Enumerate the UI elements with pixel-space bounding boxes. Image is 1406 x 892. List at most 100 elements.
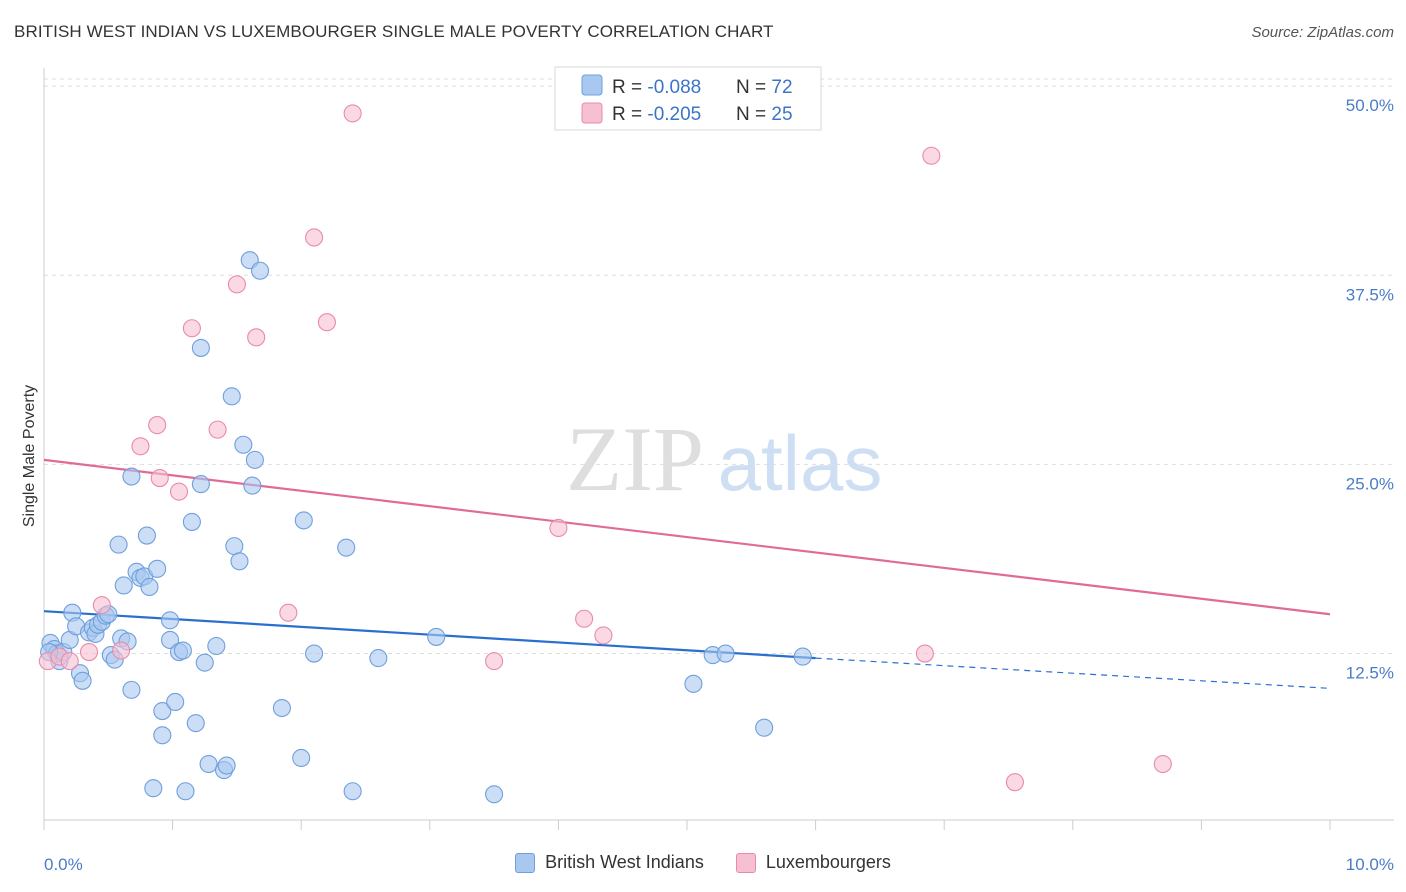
point-luxembourgers-9 xyxy=(169,482,189,501)
point-british-west-indians-45 xyxy=(207,636,226,656)
watermark-atlas: atlas xyxy=(718,419,883,507)
legend-n-label-2: N = xyxy=(736,104,771,125)
point-british-west-indians-35 xyxy=(160,611,180,630)
y-tick-label-0: 12.5% xyxy=(1346,664,1394,683)
point-british-west-indians-34 xyxy=(160,630,180,649)
point-british-west-indians-61 xyxy=(343,782,362,801)
point-british-west-indians-39 xyxy=(176,782,195,801)
point-british-west-indians-54 xyxy=(245,450,264,469)
point-luxembourgers-13 xyxy=(247,328,266,347)
x-tick-label-max: 10.0% xyxy=(1346,855,1394,874)
y-tick-label-3: 50.0% xyxy=(1346,96,1394,115)
point-british-west-indians-58 xyxy=(294,511,313,530)
legend-swatch-pink xyxy=(581,102,603,124)
legend-swatch-british-west-indians xyxy=(515,852,536,873)
point-british-west-indians-64 xyxy=(485,785,504,804)
point-british-west-indians-48 xyxy=(222,387,241,406)
point-british-west-indians-60 xyxy=(337,538,356,557)
point-british-west-indians-57 xyxy=(292,748,311,768)
legend-label-british-west-indians: British West Indians xyxy=(545,852,704,872)
point-luxembourgers-21 xyxy=(594,626,613,645)
point-luxembourgers-17 xyxy=(343,104,362,123)
point-british-west-indians-49 xyxy=(225,537,244,556)
point-british-west-indians-67 xyxy=(716,644,735,663)
point-luxembourgers-18 xyxy=(485,652,504,671)
point-luxembourgers-23 xyxy=(922,146,941,165)
point-luxembourgers-14 xyxy=(279,603,298,622)
point-british-west-indians-21 xyxy=(114,576,133,595)
y-axis-label: Single Male Poverty xyxy=(21,385,38,527)
axes xyxy=(43,68,1394,830)
point-luxembourgers-5 xyxy=(112,641,131,660)
point-british-west-indians-51 xyxy=(234,435,253,454)
svg-text:N = 72: N = 72 xyxy=(736,77,793,98)
point-luxembourgers-11 xyxy=(208,420,227,439)
legend-n-value-2: 25 xyxy=(771,104,792,125)
point-british-west-indians-50 xyxy=(230,552,249,571)
point-luxembourgers-2 xyxy=(60,652,79,671)
svg-text:N = 25: N = 25 xyxy=(736,104,793,125)
legend-r-label-1: R = xyxy=(612,77,647,98)
point-british-west-indians-30 xyxy=(144,779,163,798)
point-british-west-indians-29 xyxy=(140,577,159,597)
point-british-west-indians-42 xyxy=(191,475,210,494)
point-british-west-indians-28 xyxy=(137,526,156,545)
point-british-west-indians-40 xyxy=(182,512,201,531)
legend-item-luxembourgers: Luxembourgers xyxy=(735,852,891,873)
point-british-west-indians-23 xyxy=(122,680,141,699)
point-british-west-indians-59 xyxy=(305,644,324,663)
trend-line-british-west-indians-extension xyxy=(815,657,1331,689)
point-british-west-indians-71 xyxy=(191,338,210,357)
point-luxembourgers-7 xyxy=(148,416,167,435)
point-british-west-indians-47 xyxy=(217,756,236,775)
point-british-west-indians-9 xyxy=(73,671,92,690)
legend-n-value-1: 72 xyxy=(771,77,792,98)
gridlines xyxy=(44,78,1394,655)
point-british-west-indians-56 xyxy=(272,698,291,718)
point-luxembourgers-20 xyxy=(575,609,594,628)
svg-text:R = -0.205: R = -0.205 xyxy=(612,104,701,125)
y-tick-labels: 12.5% 25.0% 37.5% 50.0% xyxy=(1346,96,1394,682)
legend-label-luxembourgers: Luxembourgers xyxy=(765,852,891,872)
point-luxembourgers-3 xyxy=(79,642,99,662)
point-luxembourgers-12 xyxy=(227,275,246,294)
svg-text:R = -0.088: R = -0.088 xyxy=(612,77,701,98)
correlation-legend: R = -0.088 N = 72 R = -0.205 N = 25 xyxy=(554,66,822,131)
legend-r-label-2: R = xyxy=(612,104,647,125)
source-label: Source: ZipAtlas.com xyxy=(1251,24,1394,41)
y-tick-label-2: 37.5% xyxy=(1346,285,1394,304)
legend-r-value-1: -0.088 xyxy=(647,77,701,98)
chart-title: BRITISH WEST INDIAN VS LUXEMBOURGER SING… xyxy=(14,22,774,41)
point-luxembourgers-19 xyxy=(549,518,568,538)
legend-swatch-blue xyxy=(581,74,603,96)
watermark-zip: ZIP xyxy=(566,408,704,510)
point-british-west-indians-44 xyxy=(199,754,218,774)
point-british-west-indians-55 xyxy=(250,261,270,280)
series-legend: British West Indians Luxembourgers xyxy=(0,852,1406,873)
point-british-west-indians-41 xyxy=(186,714,205,733)
point-luxembourgers-4 xyxy=(92,596,111,615)
point-british-west-indians-68 xyxy=(755,718,774,737)
point-british-west-indians-65 xyxy=(684,674,703,693)
point-luxembourgers-25 xyxy=(1153,754,1172,774)
point-british-west-indians-31 xyxy=(148,559,167,578)
y-tick-label-1: 25.0% xyxy=(1346,474,1394,493)
legend-item-british-west-indians: British West Indians xyxy=(515,852,704,873)
point-luxembourgers-8 xyxy=(150,468,169,488)
point-luxembourgers-22 xyxy=(915,644,934,663)
point-british-west-indians-43 xyxy=(195,653,214,672)
point-british-west-indians-24 xyxy=(122,467,141,486)
point-luxembourgers-15 xyxy=(305,228,324,247)
point-british-west-indians-38 xyxy=(173,641,192,660)
point-british-west-indians-63 xyxy=(427,627,446,646)
legend-swatch-luxembourgers xyxy=(735,852,756,873)
point-british-west-indians-33 xyxy=(153,702,172,721)
point-luxembourgers-24 xyxy=(1005,773,1024,792)
point-luxembourgers-16 xyxy=(317,313,336,332)
legend-r-value-2: -0.205 xyxy=(647,104,701,125)
point-luxembourgers-10 xyxy=(182,319,201,338)
point-british-west-indians-53 xyxy=(243,476,262,495)
point-british-west-indians-36 xyxy=(166,692,185,712)
point-luxembourgers-6 xyxy=(131,437,150,456)
point-british-west-indians-32 xyxy=(153,726,172,745)
